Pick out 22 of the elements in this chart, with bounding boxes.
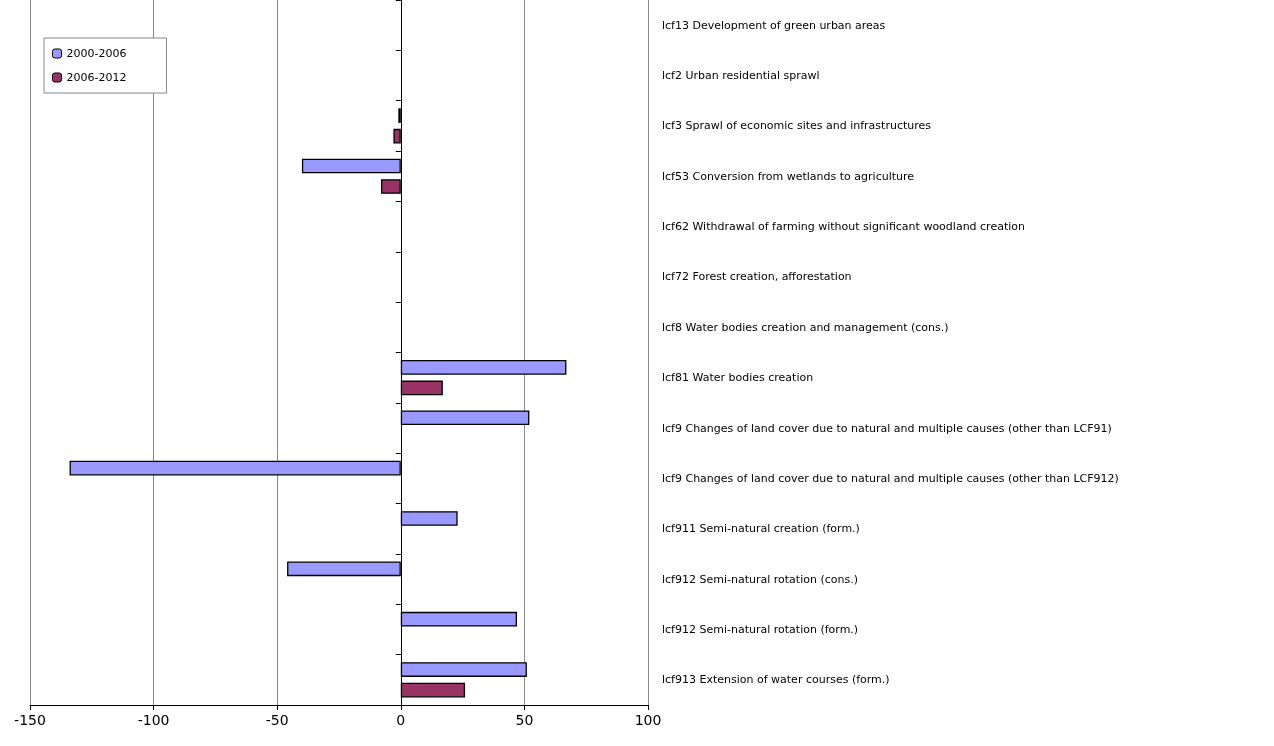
y-tick-label: lcf9 Changes of land cover due to natural and multiple causes (other than LCF912) xyxy=(662,471,1119,485)
y-tick-label: lcf8 Water bodies creation and management (cons.) xyxy=(662,320,949,334)
y-tick-label: lcf913 Extension of water courses (form.) xyxy=(662,673,890,687)
y-tick-label: lcf911 Semi-natural creation (form.) xyxy=(662,522,860,536)
y-tick-label: lcf53 Conversion from wetlands to agriculture xyxy=(662,169,915,183)
y-tick-label: lcf912 Semi-natural rotation (cons.) xyxy=(662,572,858,586)
y-tick-label: lcf62 Withdrawal of farming without significant woodland creation xyxy=(662,220,1026,234)
legend-label: 2006-2012 xyxy=(66,71,127,84)
legend-label: 2000-2006 xyxy=(66,47,127,60)
x-tick-label: -100 xyxy=(137,712,170,728)
y-tick-label: lcf2 Urban residential sprawl xyxy=(662,69,820,83)
x-tick-label: -50 xyxy=(265,712,289,728)
y-tick-label: lcf912 Semi-natural rotation (form.) xyxy=(662,622,859,636)
y-tick-label: lcf3 Sprawl of economic sites and infrastructures xyxy=(662,119,932,133)
x-tick-label: 100 xyxy=(634,712,662,728)
y-tick-label: lcf13 Development of green urban areas xyxy=(662,18,886,32)
y-tick-label: lcf9 Changes of land cover due to natural and multiple causes (other than LCF91) xyxy=(662,421,1112,435)
y-tick-label: lcf72 Forest creation, afforestation xyxy=(662,270,852,284)
y-tick-label: lcf81 Water bodies creation xyxy=(662,371,814,385)
x-tick-label: -150 xyxy=(14,712,46,728)
x-tick-label: 0 xyxy=(396,712,406,728)
x-tick-label: 50 xyxy=(515,712,534,728)
